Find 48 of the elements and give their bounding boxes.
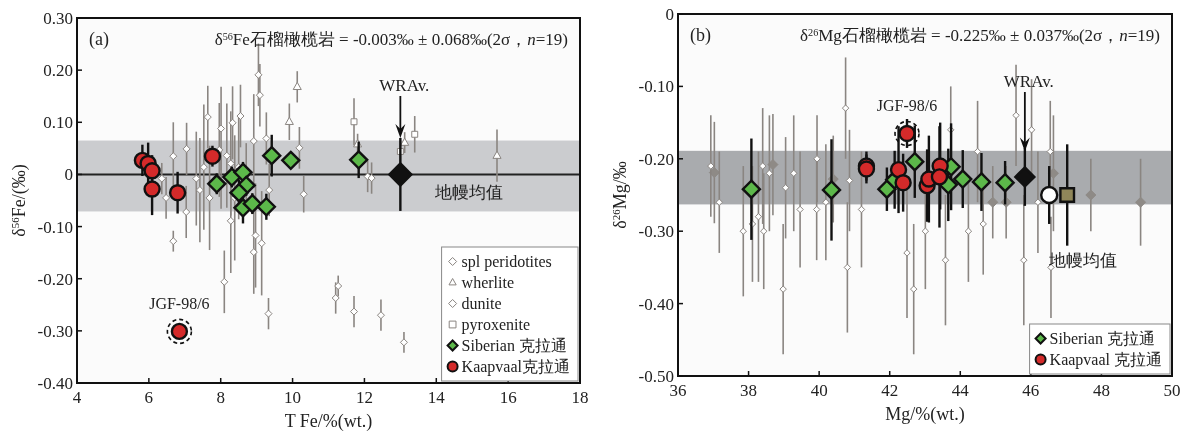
x-axis-title: T Fe/%(wt.) — [284, 411, 373, 432]
x-tick-label: 38 — [740, 381, 758, 400]
y-tick-label: -0.20 — [638, 149, 674, 169]
legend-label: pyroxenite — [461, 315, 531, 334]
x-tick-label: 10 — [284, 388, 302, 407]
y-tick-label: 0.10 — [43, 113, 73, 133]
x-tick-label: 48 — [1092, 381, 1110, 400]
x-tick-label: 4 — [72, 388, 82, 407]
y-tick-label: -0.30 — [37, 321, 73, 341]
x-tick-label: 18 — [571, 388, 589, 407]
x-tick-label: 6 — [144, 388, 154, 407]
legend-label: spl peridotites — [461, 252, 552, 271]
y-tick-label: 0.30 — [43, 9, 73, 28]
y-tick-label: -0.20 — [37, 269, 73, 289]
annotation: JGF-98/6 — [876, 97, 938, 115]
y-tick-label: -0.40 — [37, 374, 73, 393]
legend-label: Kaapvaal克拉通 — [461, 357, 570, 376]
y-tick-label: -0.30 — [638, 222, 674, 242]
text: δ$^{26}$Mg石榴橄榄岩 = -0.225‰ ± 0.037‰(2σ，n=19) — [800, 26, 1160, 45]
x-tick-label: 50 — [1163, 381, 1181, 400]
legend-label: Siberian 克拉通 — [461, 336, 567, 354]
x-tick-label: 40 — [810, 381, 828, 400]
x-tick-label: 12 — [355, 388, 373, 407]
legend-label: Siberian 克拉通 — [1049, 329, 1155, 347]
x-axis-title: Mg/%(wt.) — [885, 404, 965, 425]
annotation: WRAv. — [1003, 72, 1054, 91]
x-tick-label: 44 — [951, 381, 970, 400]
y-tick-label: 0 — [64, 165, 73, 185]
y-tick-label: -0.10 — [638, 77, 674, 97]
annotation: JGF-98/6 — [149, 295, 210, 313]
legend-label: Kaapvaal 克拉通 — [1049, 350, 1162, 369]
y-tick-label: -0.40 — [638, 294, 674, 314]
y-tick-label: -0.10 — [37, 217, 73, 237]
band-label: 地幔均值 — [434, 182, 504, 202]
legend-label: wherlite — [461, 273, 515, 291]
x-tick-label: 14 — [427, 388, 446, 407]
band-label: 地幔均值 — [1048, 251, 1118, 271]
annotation: WRAv. — [379, 76, 430, 95]
x-tick-label: 46 — [1022, 381, 1040, 400]
x-tick-label: 16 — [499, 388, 517, 407]
annotation: (a) — [89, 29, 109, 50]
annotation: (b) — [690, 25, 711, 46]
text: δ$^{56}$Fe石榴橄榄岩 = -0.003‰ ± 0.068‰(2σ，n=19) — [214, 30, 568, 49]
y-tick-label: 0 — [665, 5, 674, 24]
x-tick-label: 8 — [216, 388, 225, 407]
y-tick-label: 0.20 — [43, 61, 73, 81]
x-tick-label: 42 — [881, 381, 899, 400]
legend-label: dunite — [461, 294, 502, 312]
